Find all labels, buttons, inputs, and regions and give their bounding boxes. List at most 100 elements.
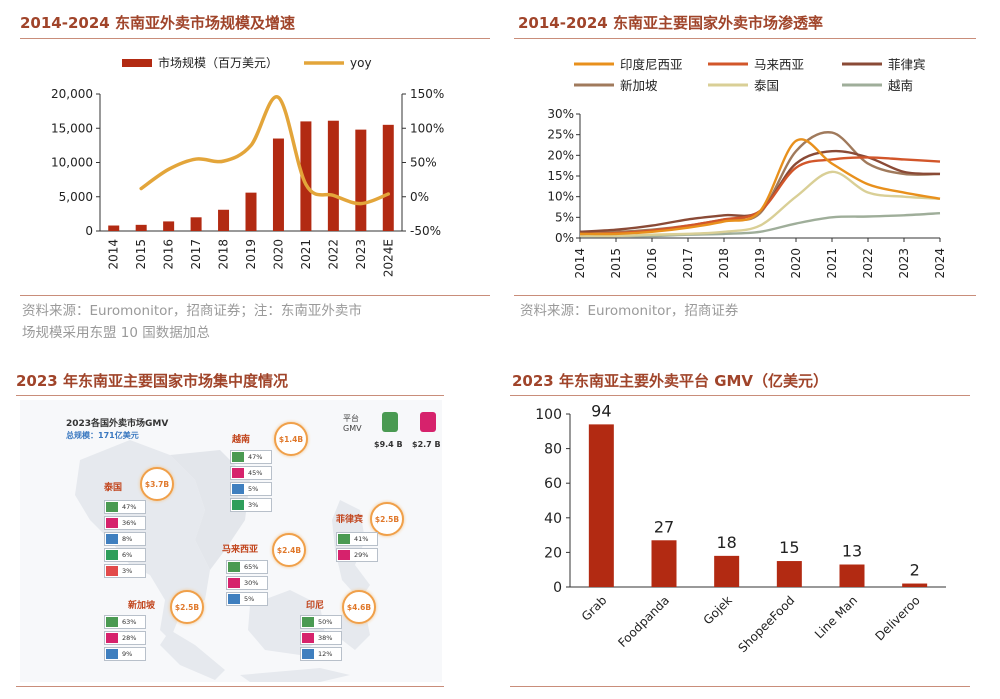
x-tick-label-3: ShopeeFood (735, 593, 797, 655)
x-tick-label: 2022 (861, 248, 875, 279)
indochina-landmass (170, 450, 250, 570)
y-tick-label: 80 (544, 442, 562, 458)
x-tick-label: 2023 (897, 248, 911, 279)
legend-label-1: 马来西亚 (754, 57, 804, 72)
right-tick-label: -50% (410, 224, 441, 238)
legend-label-0: 印度尼西亚 (620, 57, 683, 72)
panel4-bottom-rule (510, 686, 970, 687)
share-row-5-2: 12% (300, 647, 342, 661)
platform-chip (106, 649, 118, 659)
platform-gmv-chart: 0 20 40 60 80 100 94 Grab 27 Foodpanda 18 Gojek 15 Sh… (535, 401, 946, 655)
yoy-line (139, 95, 391, 206)
legend-yoy-label: yoy (350, 56, 372, 70)
share-value: 29% (354, 551, 369, 559)
foodpanda-logo (420, 412, 436, 432)
share-row-1-4: 3% (104, 564, 146, 578)
share-value: 6% (122, 551, 133, 559)
share-row-1-1: 36% (104, 516, 146, 530)
platform-chip (232, 484, 244, 494)
data-label-0: 94 (591, 401, 611, 420)
country-gmv-1: $3.7B (140, 467, 174, 501)
platform-chip (232, 468, 244, 478)
left-tick-label: 10,000 (51, 156, 93, 170)
country-gmv-5: $4.6B (342, 590, 376, 624)
share-row-5-1: 38% (300, 631, 342, 645)
share-row-1-0: 47% (104, 500, 146, 514)
x-tick-label: 2020 (271, 239, 285, 270)
y-tick-label: 15% (547, 169, 574, 183)
y-tick-label: 20% (547, 148, 574, 162)
share-value: 45% (248, 469, 263, 477)
bar-2020 (272, 138, 284, 231)
bar-2023 (355, 129, 367, 231)
left-tick-label: 20,000 (51, 87, 93, 101)
right-tick-label: 0% (410, 190, 429, 204)
series-line-4 (579, 170, 941, 238)
market-size-chart: 市场规模（百万美元） yoy 0 5,000 10,000 15,000 20,000 -50… (51, 55, 444, 277)
data-label-4: 13 (842, 542, 862, 561)
platform-chip (106, 617, 118, 627)
x-tick-label: 2015 (609, 248, 623, 279)
bar-2021 (300, 121, 312, 231)
platform-chip (338, 550, 350, 560)
share-value: 30% (244, 579, 259, 587)
panel2-title-rule (514, 38, 976, 39)
data-label-2: 18 (716, 533, 736, 552)
map-title: 2023各国外卖市场GMV (66, 419, 169, 429)
share-value: 3% (248, 501, 259, 509)
panel2-title: 2014-2024 东南亚主要国家外卖市场渗透率 (518, 14, 823, 32)
x-tick-label: 2016 (162, 239, 176, 270)
x-tick-label: 2023 (354, 239, 368, 270)
share-value: 28% (122, 634, 137, 642)
panel2-source: 资料来源：Euromonitor，招商证券 (520, 303, 739, 319)
left-tick-label: 0 (85, 224, 93, 238)
share-value: 3% (122, 567, 133, 575)
x-tick-label: 2024E (381, 239, 395, 277)
share-row-3-2: 5% (226, 592, 268, 606)
platform-chip (106, 566, 118, 576)
country-gmv-0: $1.4B (274, 422, 308, 456)
share-row-1-3: 6% (104, 548, 146, 562)
share-value: 47% (248, 453, 263, 461)
bar-2014 (108, 225, 120, 231)
java-landmass (240, 668, 350, 682)
platform-label: 平台 GMV (343, 414, 362, 434)
x-tick-label-4: Line Man (812, 593, 860, 641)
y-tick-label: 40 (544, 511, 562, 527)
x-tick-label: 2021 (825, 248, 839, 279)
panel1-title: 2014-2024 东南亚外卖市场规模及增速 (20, 14, 295, 32)
platform-chip (228, 578, 240, 588)
right-tick-label: 150% (410, 87, 444, 101)
share-value: 9% (122, 650, 133, 658)
country-name-1: 泰国 (104, 483, 123, 493)
bar-2017 (190, 217, 202, 231)
legend-label-4: 泰国 (754, 78, 779, 93)
panel3-title: 2023 年东南亚主要国家市场集中度情况 (16, 372, 288, 390)
y-tick-label: 60 (544, 476, 562, 492)
bar-2022 (327, 120, 339, 231)
share-row-4-1: 28% (104, 631, 146, 645)
platform-chip (106, 502, 118, 512)
panel1-source-line2: 场规模采用东盟 10 国数据加总 (22, 325, 210, 341)
bar-Deliveroo (902, 583, 928, 587)
bar-Gojek (714, 555, 740, 587)
right-tick-label: 100% (410, 121, 444, 135)
bar-2018 (218, 209, 230, 231)
panel4-title-rule (510, 395, 970, 396)
share-row-0-3: 3% (230, 498, 272, 512)
share-value: 65% (244, 563, 259, 571)
grab-logo (382, 412, 398, 432)
x-tick-label: 2024 (933, 248, 947, 279)
share-row-0-0: 47% (230, 450, 272, 464)
share-value: 47% (122, 503, 137, 511)
share-row-4-0: 63% (104, 615, 146, 629)
platform-chip (106, 518, 118, 528)
share-value: 5% (244, 595, 255, 603)
share-row-0-2: 5% (230, 482, 272, 496)
left-tick-label: 15,000 (51, 121, 93, 135)
x-tick-label-0: Grab (579, 593, 610, 624)
share-row-2-1: 29% (336, 548, 378, 562)
right-tick-label: 50% (410, 156, 437, 170)
x-tick-label: 2015 (134, 239, 148, 270)
